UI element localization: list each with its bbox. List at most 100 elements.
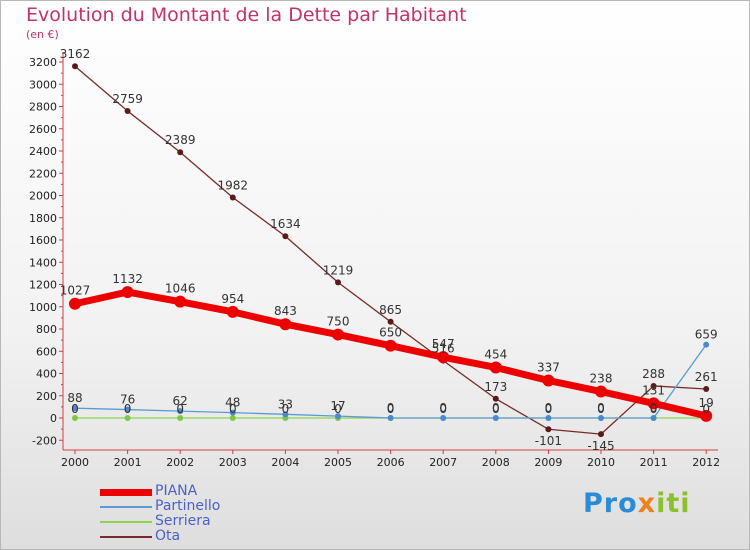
data-label-piana: 650 <box>379 326 402 340</box>
data-label-partinello: 0 <box>650 401 658 415</box>
data-label-partinello: 659 <box>695 328 718 342</box>
data-point-serriera <box>229 415 236 421</box>
data-point-ota <box>282 233 289 240</box>
y-tick-label: 0 <box>50 412 57 425</box>
data-point-partinello <box>492 415 499 421</box>
data-point-ota <box>650 382 657 389</box>
data-label-serriera: 0 <box>176 402 184 416</box>
data-point-ota <box>229 194 236 201</box>
y-tick-label: 3000 <box>29 78 57 91</box>
x-tick-label: 2007 <box>429 456 457 469</box>
x-tick-label: 2010 <box>587 456 615 469</box>
data-point-piana <box>279 318 292 331</box>
data-point-piana <box>332 328 344 341</box>
y-tick-label: 600 <box>36 345 57 358</box>
series-piana <box>69 286 713 422</box>
data-point-partinello <box>124 406 131 413</box>
data-point-ota <box>124 108 131 115</box>
legend-label: Serriera <box>155 513 211 529</box>
data-label-partinello: 0 <box>387 401 395 415</box>
data-point-partinello <box>282 411 289 418</box>
data-label-ota: 173 <box>484 380 507 394</box>
data-label-serriera: 0 <box>71 402 79 416</box>
axes: -200020040060080010001200140016001800200… <box>29 52 720 469</box>
x-tick-label: 2004 <box>271 456 299 469</box>
data-label-piana: 131 <box>642 383 665 397</box>
data-label-piana: 19 <box>699 396 714 410</box>
data-label-piana: 843 <box>274 304 297 318</box>
data-label-ota: 288 <box>642 367 665 381</box>
x-tick-label: 2009 <box>534 456 562 469</box>
legend-item-ota: Ota <box>100 528 300 545</box>
legend-swatch <box>100 488 152 496</box>
data-label-partinello: 33 <box>278 397 293 411</box>
data-point-ota <box>545 426 552 433</box>
data-point-partinello <box>440 415 447 421</box>
legend-swatch <box>100 536 152 538</box>
data-point-piana <box>437 351 450 364</box>
data-point-partinello <box>229 409 236 416</box>
data-point-serriera <box>72 415 78 421</box>
x-tick-label: 2012 <box>692 456 720 469</box>
data-label-partinello: 76 <box>120 393 135 407</box>
y-tick-label: 2200 <box>29 167 57 180</box>
data-label-serriera: 0 <box>650 402 658 416</box>
data-point-piana <box>542 374 555 387</box>
data-label-ota: -145 <box>587 439 614 453</box>
y-tick-label: -200 <box>32 434 57 447</box>
data-label-serriera: 0 <box>124 402 132 416</box>
data-point-ota <box>598 431 604 438</box>
logo-part-2: x <box>637 488 657 519</box>
data-label-serriera: 0 <box>492 402 500 416</box>
data-point-ota <box>335 279 341 286</box>
x-tick-label: 2008 <box>482 456 510 469</box>
legend-item-partinello: Partinello <box>100 498 300 515</box>
legend-item-piana: PIANA <box>100 483 300 500</box>
data-point-ota <box>177 149 184 156</box>
data-label-piana: 1132 <box>112 272 143 286</box>
data-label-partinello: 88 <box>67 391 82 405</box>
data-point-piana <box>69 297 81 310</box>
series-lines <box>69 63 713 438</box>
data-point-ota <box>72 63 78 70</box>
legend-label: PIANA <box>155 483 198 499</box>
data-point-partinello <box>545 415 552 421</box>
data-point-partinello <box>177 408 184 415</box>
legend-label: Ota <box>155 528 181 544</box>
data-label-ota: 516 <box>432 342 455 356</box>
data-label-partinello: 0 <box>597 401 605 415</box>
x-tick-label: 2005 <box>324 456 352 469</box>
data-label-serriera: 0 <box>387 402 395 416</box>
y-tick-label: 800 <box>36 323 57 336</box>
data-label-serriera: 0 <box>229 402 237 416</box>
legend: PIANA Partinello Serriera Ota <box>100 483 300 545</box>
x-tick-label: 2011 <box>640 456 668 469</box>
data-label-ota: 261 <box>695 370 718 384</box>
data-label-serriera: 0 <box>702 402 710 416</box>
y-tick-label: 1800 <box>29 212 57 225</box>
y-tick-label: 1400 <box>29 256 57 269</box>
proxiti-logo: Proxiti <box>583 488 691 519</box>
data-label-serriera: 0 <box>545 402 553 416</box>
data-label-ota: -101 <box>535 434 562 448</box>
x-tick-label: 2006 <box>377 456 405 469</box>
data-label-piana: 238 <box>590 372 613 386</box>
series-ota <box>72 63 710 438</box>
data-label-ota: 3162 <box>60 47 91 61</box>
data-point-partinello <box>703 341 710 348</box>
data-label-partinello: 62 <box>173 394 188 408</box>
data-point-piana <box>700 409 713 422</box>
data-point-piana <box>121 286 134 299</box>
data-point-partinello <box>335 413 341 420</box>
data-label-piana: 1027 <box>60 284 91 298</box>
y-tick-label: 3200 <box>29 56 57 69</box>
legend-item-serriera: Serriera <box>100 513 300 530</box>
data-point-partinello <box>387 415 394 421</box>
legend-label: Partinello <box>155 498 221 514</box>
y-tick-label: 1600 <box>29 234 57 247</box>
logo-part-1: Pro <box>583 488 638 519</box>
data-label-ota: 865 <box>379 303 402 317</box>
x-tick-label: 2001 <box>114 456 142 469</box>
data-label-piana: 750 <box>327 315 350 329</box>
